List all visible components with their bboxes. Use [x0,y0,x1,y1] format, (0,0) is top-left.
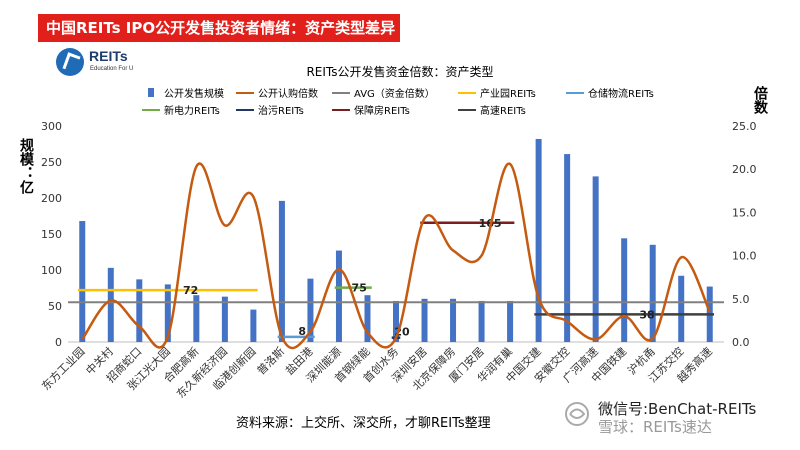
bar [621,238,628,342]
legend-label: 治污REITs [258,104,304,117]
y2-tick-label: 10.0 [732,250,757,263]
y2-tick-label: 15.0 [732,206,757,219]
y-tick-label: 300 [41,120,62,133]
axis-titles: 规模：亿 倍数 [18,85,768,195]
y2-axis-title: 倍数 [752,85,768,115]
y-tick-label: 50 [48,300,62,313]
logo-name: REITs [89,48,128,64]
bar [678,275,685,342]
snowball-watermark: 雪球：REITs速达 [598,418,712,436]
y-tick-label: 100 [41,264,62,277]
line-series [81,162,711,350]
group-average-label: 8 [298,325,306,338]
page-banner-title: 中国REITs IPO公开发售投资者情绪：资产类型差异 [38,14,400,42]
legend-label: 公开发售规模 [164,87,224,100]
legend-label: 保障房REITs [354,104,410,117]
legend-label: 新电力REITs [164,104,220,117]
legend-label: 高速REITs [480,104,526,117]
bar [221,296,228,342]
y-tick-label: 150 [41,228,62,241]
bar [307,278,314,342]
bar [250,309,257,342]
bar [478,300,485,342]
bar [79,221,86,342]
snowball-logo-icon [565,402,589,426]
y-axis-title: 规模：亿 [18,138,34,195]
y2-tick-label: 5.0 [732,293,750,306]
y2-tick-label: 20.0 [732,163,757,176]
group-average-label: 38 [639,308,654,321]
bar [193,295,200,342]
subscription-multiple-line [81,162,711,350]
bar [535,138,542,342]
y2-tick-label: 25.0 [732,120,757,133]
bar [136,279,143,342]
bar [592,176,599,342]
brand-logo: REITs Education For U [56,46,206,80]
legend-label: 公开认购倍数 [258,87,318,100]
bar [507,300,514,342]
group-average-label: 72 [183,284,198,297]
legend-label: 仓储物流REITs [588,87,654,100]
bar [107,267,114,342]
y-tick-label: 200 [41,192,62,205]
reits-logo-icon [56,48,84,76]
legend-label: AVG（资金倍数） [354,87,435,100]
group-average-label: 75 [352,282,367,295]
bar [164,284,171,342]
bar [335,250,342,342]
bar [364,295,371,342]
chart-axes: 0 50 100 150 200 250 300 0.0 5.0 10.0 15.0 20.0 25.0… [39,120,757,401]
x-tick-label: 普洛斯 [254,344,287,377]
bar-series [79,138,713,342]
logo-tagline: Education For U [90,66,134,72]
wechat-watermark: 微信号:BenChat-REITs [598,400,757,418]
y-tick-label: 250 [41,156,62,169]
legend-label: 产业园REITs [480,87,536,100]
bar [393,300,399,342]
legend-swatch [148,88,154,97]
bar [278,200,285,342]
chart-title: REITs公开发售资金倍数：资产类型 [306,64,493,79]
bar [649,244,656,342]
y-tick-label: 0 [55,336,62,349]
y2-tick-label: 0.0 [732,336,750,349]
source-note: 资料来源：上交所、深交所，才聊REITs整理 [236,416,491,431]
bar [450,298,457,342]
x-tick-label: 东方工业园 [39,344,88,393]
chart-legend: 公开发售规模 公开认购倍数 AVG（资金倍数） 产业园REITs 仓储物流REITs 新电… [142,87,654,117]
bar [421,298,428,342]
bar [564,154,571,342]
